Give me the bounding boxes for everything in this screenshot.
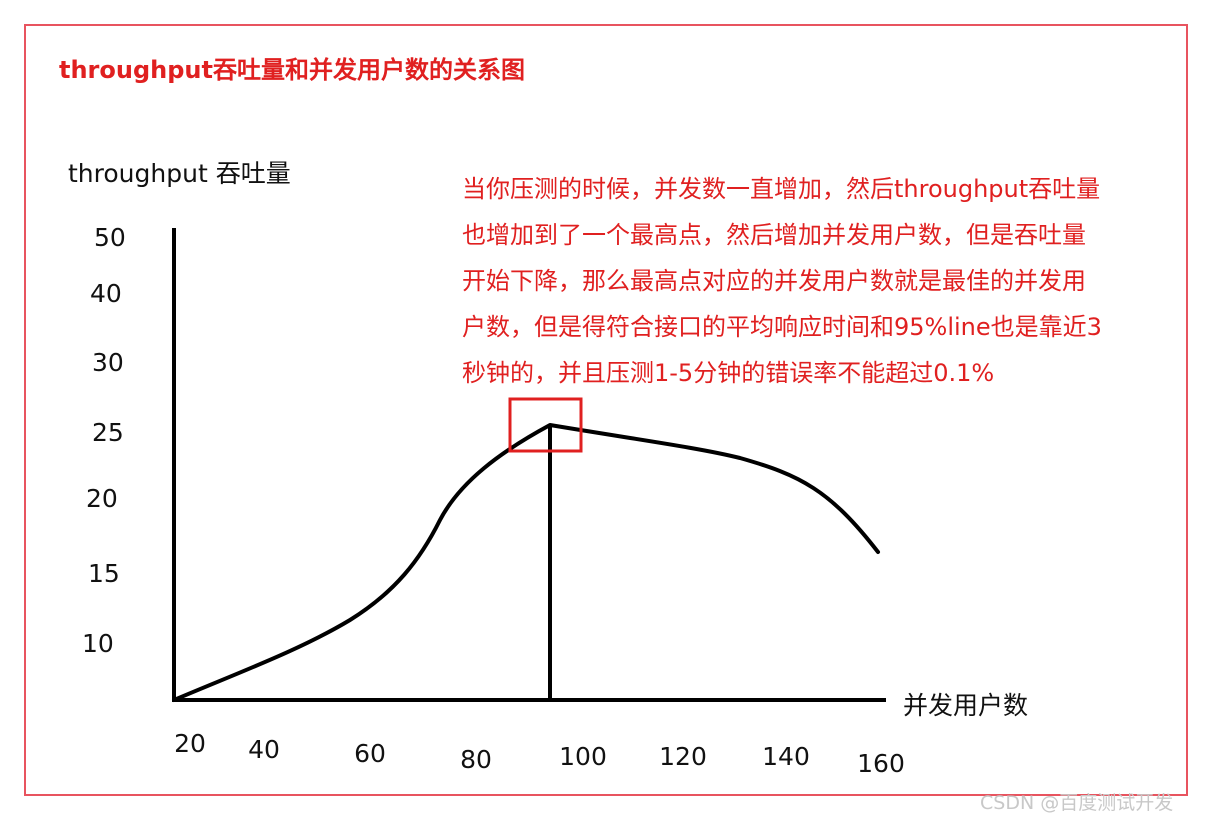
- x-tick-label: 160: [857, 749, 905, 778]
- chart-title: throughput吞吐量和并发用户数的关系图: [59, 56, 525, 84]
- y-tick-label: 20: [86, 484, 118, 513]
- chart-frame: [24, 24, 1188, 796]
- x-tick-label: 120: [659, 742, 707, 771]
- y-tick-label: 25: [92, 418, 124, 447]
- y-tick-label: 15: [88, 559, 120, 588]
- x-tick-label: 140: [762, 742, 810, 771]
- throughput-curve: [172, 423, 880, 702]
- peak-highlight-box: [508, 397, 583, 453]
- y-tick-label: 50: [94, 223, 126, 252]
- y-tick-label: 40: [90, 279, 122, 308]
- watermark: CSDN @百度测试开发: [980, 792, 1174, 814]
- x-axis-label: 并发用户数: [903, 691, 1028, 720]
- y-tick-label: 10: [82, 629, 114, 658]
- x-tick-label: 60: [354, 739, 386, 768]
- y-tick-label: 30: [92, 348, 124, 377]
- x-tick-label: 20: [174, 729, 206, 758]
- y-axis-label: throughput 吞吐量: [68, 159, 291, 188]
- x-tick-label: 80: [460, 745, 492, 774]
- x-tick-label: 100: [559, 742, 607, 771]
- x-tick-label: 40: [248, 735, 280, 764]
- annotation-line: 户数，但是得符合接口的平均响应时间和95%line也是靠近3: [462, 313, 1102, 341]
- annotation-line: 也增加到了一个最高点，然后增加并发用户数，但是吞吐量: [462, 221, 1086, 249]
- annotation-line: 秒钟的，并且压测1-5分钟的错误率不能超过0.1%: [462, 359, 995, 387]
- chart-annotation: 当你压测的时候，并发数一直增加，然后throughput吞吐量 也增加到了一个最…: [462, 166, 1162, 396]
- annotation-line: 开始下降，那么最高点对应的并发用户数就是最佳的并发用: [462, 267, 1086, 295]
- annotation-line: 当你压测的时候，并发数一直增加，然后throughput吞吐量: [462, 175, 1101, 203]
